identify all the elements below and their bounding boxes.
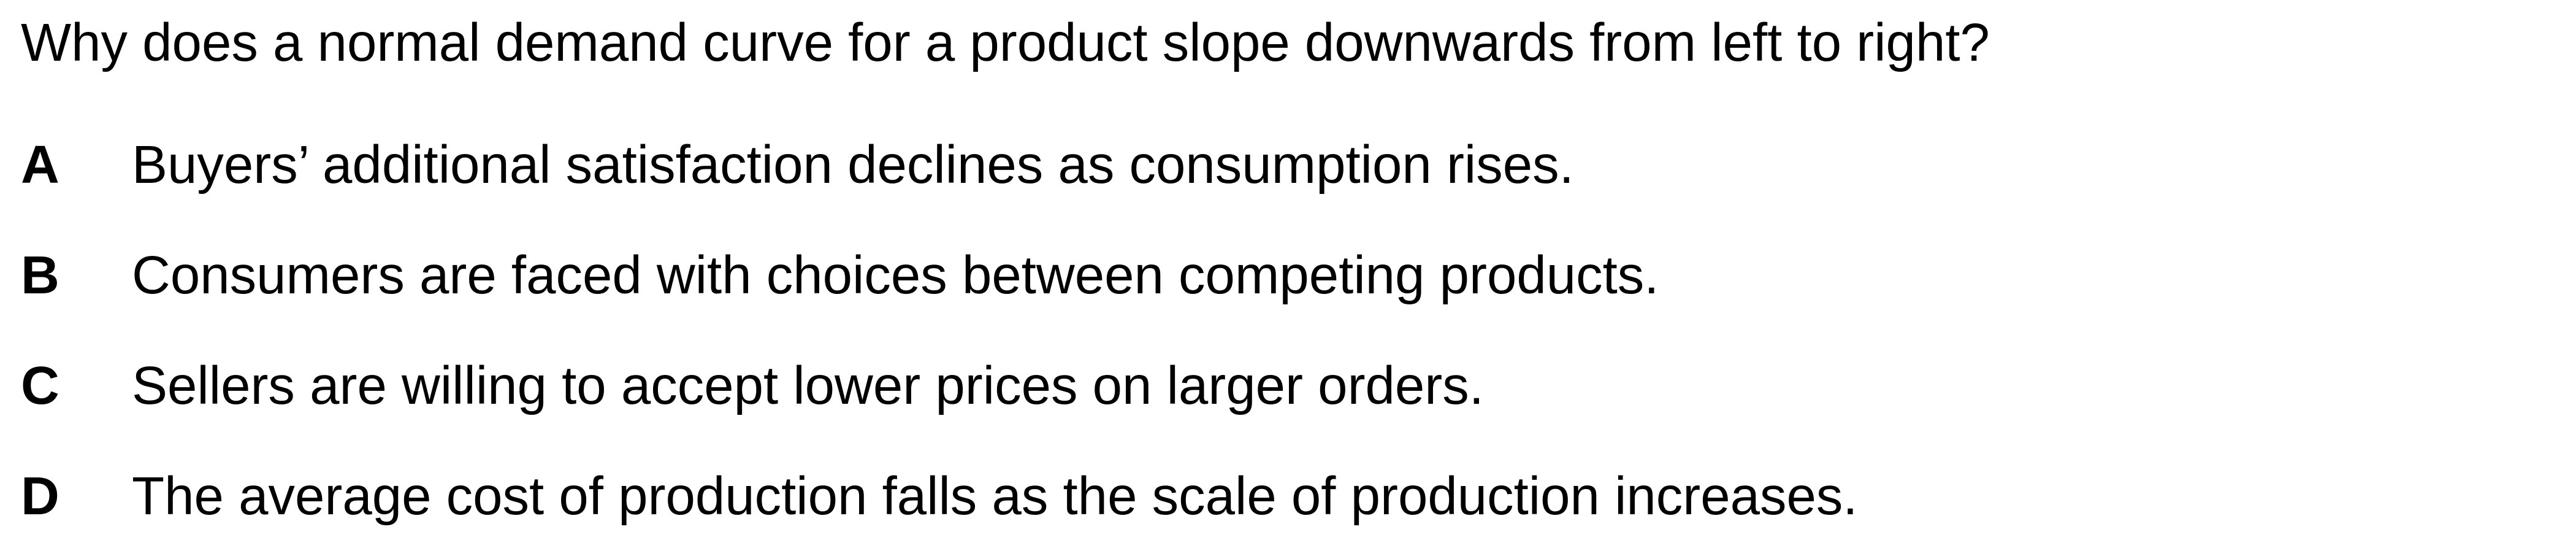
option-letter-b: B [21, 245, 59, 305]
option-text-c: Sellers are willing to accept lower pric… [132, 356, 1484, 415]
option-text-b: Consumers are faced with choices between… [132, 245, 1659, 305]
question-text: Why does a normal demand curve for a pro… [21, 13, 1990, 72]
option-letter-a: A [21, 135, 59, 195]
option-text-a: Buyers’ additional satisfaction declines… [132, 135, 1574, 195]
option-letter-d: D [21, 466, 59, 526]
option-letter-c: C [21, 356, 59, 415]
option-text-d: The average cost of production falls as … [132, 466, 1858, 526]
